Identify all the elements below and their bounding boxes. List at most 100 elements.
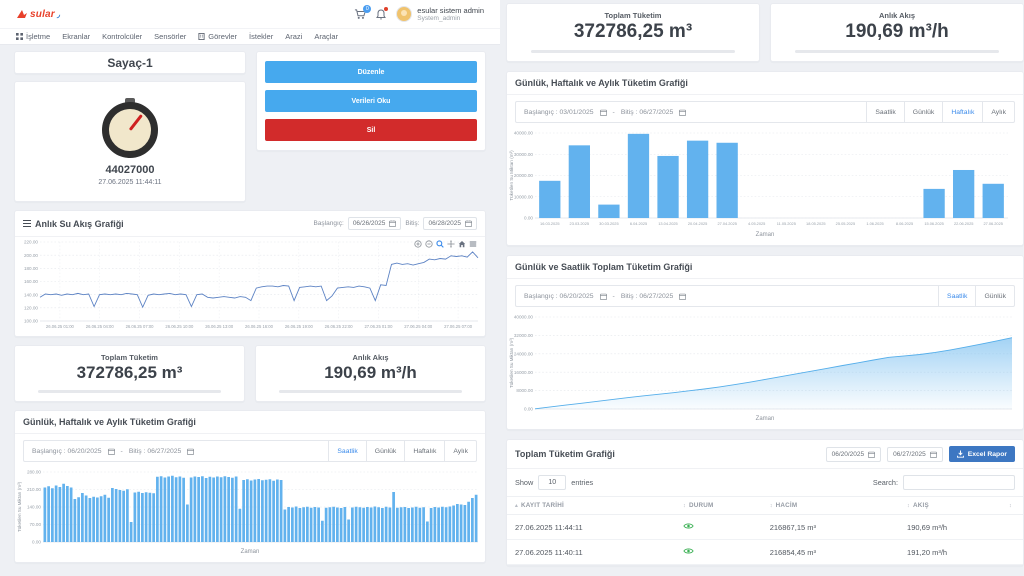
col-akis[interactable]: ↕ AKIŞ — [899, 496, 1002, 515]
meter-actions: Düzenle Verileri Oku Sil — [256, 51, 486, 151]
svg-text:70.00: 70.00 — [30, 522, 42, 527]
flow-chart-title: Anlık Su Akış Grafiği — [35, 218, 124, 229]
tab-gunluk[interactable]: Günlük — [365, 441, 405, 461]
tab-saatlik[interactable]: Saatlik — [328, 441, 365, 461]
start-date[interactable]: Başlangıç : 06/20/2025 — [32, 447, 102, 455]
end-date[interactable]: Bitiş : 06/27/2025 — [128, 447, 182, 455]
entries-select[interactable]: 10 — [538, 475, 567, 490]
svg-text:26.06.25 19:00: 26.06.25 19:00 — [285, 324, 314, 329]
total-consumption-card: Toplam Tüketim 372786,25 m³ — [506, 3, 760, 62]
logo-tick: ◞ — [56, 9, 61, 19]
table-row[interactable]: 27.06.2025 11:40:11 216854,45 m³ 191,20 m³… — [507, 539, 1023, 565]
cumulative-area-chart[interactable]: 40000.00 32000.00 24000.00 16000.00 8000.00 0… — [507, 313, 1023, 413]
svg-text:100.00: 100.00 — [24, 319, 38, 324]
meter-title: Sayaç-1 — [14, 51, 246, 74]
instant-flow-label: Anlık Akış — [352, 353, 389, 362]
user-role: System_admin — [417, 15, 461, 22]
svg-text:120.00: 120.00 — [24, 305, 38, 310]
chart-menu-icon[interactable] — [469, 240, 477, 248]
right-pane: Toplam Tüketim 372786,25 m³ Anlık Akış 1… — [500, 0, 1024, 576]
eye-icon[interactable] — [683, 547, 694, 555]
nav-item-isletme[interactable]: İşletme — [16, 32, 50, 41]
tab-haftalik[interactable]: Haftalık — [942, 102, 982, 122]
report-card: Toplam Tüketim Grafiği 06/20/2025 06/27/… — [506, 439, 1024, 566]
cart-icon[interactable]: 0 — [354, 4, 372, 20]
hourly-bar-chart[interactable]: 280.00 210.00 140.00 70.00 0.00 Tüketilen Su … — [15, 468, 485, 546]
search-zoom-icon[interactable] — [436, 240, 444, 248]
logo[interactable]: sular ◞ — [16, 9, 60, 20]
nav-item-istekler[interactable]: İstekler — [249, 32, 274, 41]
search-input[interactable] — [903, 475, 1015, 490]
svg-text:Tüketilen Su Miktarı (m³): Tüketilen Su Miktarı (m³) — [509, 337, 514, 388]
calendar-icon[interactable] — [599, 109, 607, 116]
nav-item-sensorler[interactable]: Sensörler — [154, 32, 187, 41]
col-durum[interactable]: ↕ DURUM — [675, 496, 762, 515]
nav-item-gorevler[interactable]: Görevler — [198, 32, 237, 41]
col-kayit-tarihi[interactable]: ▴ KAYIT TARİHİ — [507, 496, 676, 515]
end-date[interactable]: Bitiş : 06/27/2025 — [620, 108, 674, 116]
home-icon[interactable] — [458, 240, 466, 248]
col-hacim[interactable]: ↕ HACİM — [761, 496, 900, 515]
eye-icon[interactable] — [683, 522, 694, 530]
svg-text:22.06.2025: 22.06.2025 — [954, 221, 973, 226]
x-axis-label: Zaman — [755, 416, 775, 422]
tab-gunluk[interactable]: Günlük — [975, 286, 1014, 306]
calendar-icon[interactable] — [679, 293, 687, 300]
total-consumption-card: Toplam Tüketim 372786,25 m³ — [14, 345, 245, 402]
report-end-date-input[interactable]: 06/27/2025 — [887, 446, 943, 462]
avatar — [396, 6, 413, 22]
tab-gunluk[interactable]: Günlük — [903, 102, 943, 122]
tab-saatlik[interactable]: Saatlik — [938, 286, 975, 306]
tab-saatlik[interactable]: Saatlik — [866, 102, 903, 122]
zoom-out-icon[interactable] — [425, 240, 433, 248]
zoom-in-icon[interactable] — [414, 240, 422, 248]
tab-haftalik[interactable]: Haftalık — [404, 441, 444, 461]
svg-text:26.06.25 16:00: 26.06.25 16:00 — [245, 324, 274, 329]
report-start-date-input[interactable]: 06/20/2025 — [825, 446, 882, 462]
instant-flow-card: Anlık Akış 190,69 m³/h — [770, 3, 1024, 62]
weekly-consumption-card: Günlük, Haftalık ve Aylık Tüketim Grafiğ… — [506, 71, 1024, 246]
row-status — [675, 539, 762, 565]
user-menu[interactable]: esular sistem admin System_admin — [396, 6, 484, 22]
svg-text:140.00: 140.00 — [27, 505, 41, 510]
excel-report-button[interactable]: Excel Rapor — [948, 446, 1015, 462]
tab-aylik[interactable]: Aylık — [444, 441, 476, 461]
end-date[interactable]: Bitiş : 06/27/2025 — [620, 292, 674, 300]
pan-icon[interactable] — [447, 240, 455, 248]
row-volume: 216854,45 m³ — [761, 539, 900, 565]
flow-end-date-input[interactable]: 06/28/2025 — [423, 217, 477, 230]
calendar-icon[interactable] — [107, 448, 115, 455]
start-label: Başlangıç: — [313, 220, 344, 227]
instant-flow-card: Anlık Akış 190,69 m³/h — [255, 345, 486, 402]
calendar-icon[interactable] — [187, 448, 195, 455]
row-status — [675, 514, 762, 540]
read-data-button[interactable]: Verileri Oku — [265, 90, 477, 112]
building-icon — [198, 33, 205, 40]
show-label: Show — [515, 478, 534, 487]
flow-line-chart[interactable]: 220.00 200.00 180.00 160.00 140.00 120.00 100.… — [15, 238, 485, 332]
instant-flow-label: Anlık Akış — [879, 11, 915, 20]
svg-text:16000.00: 16000.00 — [514, 370, 534, 375]
menu-icon[interactable] — [23, 219, 31, 228]
svg-text:180.00: 180.00 — [24, 266, 38, 271]
nav-item-kontrolculer[interactable]: Kontrolcüler — [102, 32, 143, 41]
tab-aylik[interactable]: Aylık — [982, 102, 1014, 122]
table-row[interactable]: 27.06.2025 11:44:11 216867,15 m³ 190,69 m³… — [507, 514, 1023, 540]
nav-item-ekranlar[interactable]: Ekranlar — [62, 32, 91, 41]
edit-button[interactable]: Düzenle — [265, 61, 477, 83]
left-pane: sular ◞ 0 esular sistem admin System_adm… — [0, 0, 500, 576]
x-axis-label: Zaman — [755, 232, 775, 238]
notifications-bell-icon[interactable] — [376, 6, 389, 20]
main-nav: İşletme Ekranlar Kontrolcüler Sensörler … — [0, 28, 500, 45]
delete-button[interactable]: Sil — [265, 119, 477, 141]
calendar-icon[interactable] — [599, 293, 607, 300]
calendar-icon[interactable] — [679, 109, 687, 116]
flow-start-date-input[interactable]: 06/26/2025 — [347, 217, 402, 230]
start-date[interactable]: Başlangıç : 03/01/2025 — [524, 108, 594, 116]
svg-text:220.00: 220.00 — [24, 240, 38, 245]
svg-text:Tüketilen Su Miktarı (m³): Tüketilen Su Miktarı (m³) — [509, 150, 514, 201]
weekly-bar-chart[interactable]: 40000.00 30000.00 20000.00 10000.00 0.00 Tüke… — [507, 129, 1023, 229]
nav-item-arazi[interactable]: Arazi — [285, 32, 303, 41]
nav-item-araclar[interactable]: Araçlar — [314, 32, 339, 41]
start-date[interactable]: Başlangıç : 06/20/2025 — [524, 292, 594, 300]
